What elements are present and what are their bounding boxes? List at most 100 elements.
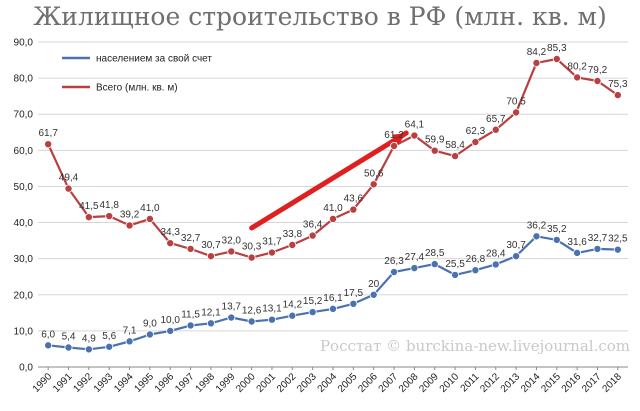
data-label: 84,2 (527, 47, 547, 58)
x-tick-label: 1999 (214, 371, 238, 395)
x-tick-label: 1991 (51, 371, 75, 395)
data-label: 15,2 (303, 296, 323, 307)
data-label: 28,5 (425, 248, 445, 259)
data-point (84, 213, 93, 222)
data-point (267, 248, 276, 257)
data-label: 80,2 (567, 61, 587, 72)
trend-annotation (249, 130, 409, 231)
data-label: 35,2 (547, 224, 567, 235)
data-label: 50,6 (364, 168, 384, 179)
y-tick-label: 60,0 (14, 146, 34, 157)
data-point (613, 91, 622, 100)
data-label: 16,1 (323, 293, 343, 304)
data-point (552, 54, 561, 63)
data-label: 17,5 (344, 288, 364, 299)
x-tick-label: 2009 (417, 371, 441, 395)
y-tick-label: 40,0 (14, 218, 34, 229)
data-label: 32,7 (181, 233, 201, 244)
data-point (247, 317, 256, 326)
data-point (573, 73, 582, 82)
data-label: 75,3 (608, 79, 628, 90)
data-point (491, 260, 500, 269)
data-label: 34,3 (161, 227, 181, 238)
data-point (552, 235, 561, 244)
data-label: 12,1 (201, 307, 221, 318)
data-point (328, 214, 337, 223)
x-tick-label: 1998 (194, 371, 218, 395)
data-label: 13,7 (222, 302, 242, 313)
data-label: 12,6 (242, 306, 262, 317)
legend-label: Всего (млн. кв. м) (96, 83, 178, 94)
watermark: Росстат © burckina-new.livejournal.com (320, 337, 630, 355)
data-point (247, 253, 256, 262)
data-point (573, 248, 582, 257)
data-point (105, 342, 114, 351)
x-tick-label: 1996 (153, 371, 177, 395)
data-point (491, 125, 500, 134)
data-point (44, 341, 53, 350)
data-point (84, 345, 93, 354)
data-label: 61,2 (384, 130, 404, 141)
y-tick-label: 70,0 (14, 110, 34, 121)
data-point (125, 337, 134, 346)
data-point (288, 240, 297, 249)
data-point (145, 330, 154, 339)
data-point (410, 131, 419, 140)
y-tick-label: 80,0 (14, 74, 34, 85)
data-point (328, 304, 337, 313)
legend-label: населением за свой счет (96, 54, 212, 65)
data-label: 31,7 (262, 237, 282, 248)
data-point (451, 152, 460, 161)
data-point (288, 311, 297, 320)
data-point (613, 245, 622, 254)
data-point (166, 326, 175, 335)
data-point (349, 205, 358, 214)
data-label: 41,5 (79, 201, 99, 212)
x-tick-label: 2004 (316, 371, 340, 395)
data-point (105, 212, 114, 221)
data-point (186, 321, 195, 330)
data-point (593, 77, 602, 86)
x-tick-label: 2002 (275, 371, 299, 395)
data-label: 6,0 (41, 329, 55, 340)
data-point (451, 270, 460, 279)
x-tick-label: 2000 (234, 371, 258, 395)
x-tick-label: 1994 (112, 371, 136, 395)
grid-lines (38, 41, 628, 368)
data-label: 85,3 (547, 43, 567, 54)
data-label: 49,4 (59, 173, 79, 184)
data-label: 65,7 (486, 114, 506, 125)
data-label: 11,5 (181, 309, 200, 320)
data-point (227, 247, 236, 256)
y-tick-label: 90,0 (14, 38, 34, 49)
data-label: 33,8 (283, 229, 303, 240)
data-point (44, 140, 53, 149)
data-point (125, 221, 134, 230)
data-label: 10,0 (161, 315, 181, 326)
data-point (166, 239, 175, 248)
y-tick-label: 20,0 (14, 290, 34, 301)
x-tick-label: 2007 (377, 371, 401, 395)
x-tick-label: 2012 (478, 371, 502, 395)
data-label: 36,2 (527, 220, 547, 231)
data-point (512, 252, 521, 261)
data-label: 9,0 (143, 319, 157, 330)
data-point (206, 252, 215, 261)
data-point (186, 244, 195, 253)
x-tick-label: 2001 (255, 371, 279, 395)
x-tick-label: 2015 (539, 371, 563, 395)
data-label: 30,3 (242, 242, 262, 253)
data-label: 5,4 (62, 332, 76, 343)
x-tick-label: 2018 (600, 371, 624, 395)
x-tick-label: 1992 (71, 371, 95, 395)
data-label: 70,5 (506, 96, 526, 107)
data-point (471, 138, 480, 147)
data-label: 61,7 (38, 128, 58, 139)
data-label: 28,4 (486, 248, 506, 259)
y-tick-label: 0,0 (19, 363, 33, 374)
y-tick-label: 10,0 (14, 326, 34, 337)
data-label: 4,9 (82, 333, 96, 344)
data-label: 62,3 (466, 126, 486, 137)
data-point (532, 58, 541, 67)
